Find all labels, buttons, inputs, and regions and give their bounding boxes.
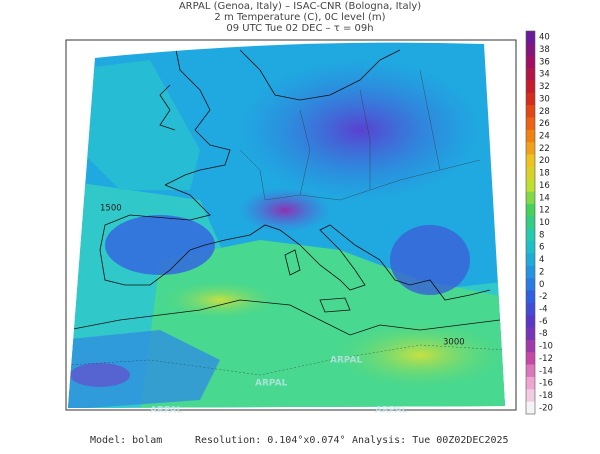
colorbar-label: 34 xyxy=(539,70,550,80)
colorbar-swatch xyxy=(526,315,535,328)
borders xyxy=(68,69,505,376)
title-line: ARPAL (Genoa, Italy) – ISAC-CNR (Bologna… xyxy=(179,1,421,12)
watermark: ARPAL xyxy=(330,356,363,366)
colorbar-label: 28 xyxy=(539,107,550,117)
colorbar-label: 30 xyxy=(539,94,550,104)
colorbar-label: 8 xyxy=(539,230,544,240)
colorbar-label: -4 xyxy=(539,304,547,314)
contour-label: 3000 xyxy=(443,338,465,348)
colorbar-swatch xyxy=(526,278,535,291)
colorbar-swatch xyxy=(526,43,535,57)
colorbar-swatch xyxy=(526,302,535,316)
colorbar-swatch xyxy=(526,352,535,365)
colorbar-swatch xyxy=(526,265,535,279)
colorbar-swatch xyxy=(526,117,535,131)
colorbar-label: -20 xyxy=(539,403,553,413)
colorbar-label: 36 xyxy=(539,57,550,67)
colorbar: 4038363432302826242220181614121086420-2-… xyxy=(525,30,553,415)
colorbar-swatch xyxy=(526,92,535,106)
contour-label: 1500 xyxy=(100,204,122,214)
watermark: ARPAL xyxy=(255,379,288,389)
colorbar-label: -18 xyxy=(539,391,553,401)
colorbar-label: 16 xyxy=(539,181,550,191)
colorbar-swatch xyxy=(526,179,535,192)
colorbar-label: -10 xyxy=(539,342,553,352)
colorbar-swatch xyxy=(526,241,535,254)
colorbar-label: -16 xyxy=(539,379,553,389)
colorbar-label: 2 xyxy=(539,267,544,277)
colorbar-label: 10 xyxy=(539,218,550,228)
colorbar-swatch xyxy=(526,228,535,242)
colorbar-swatch xyxy=(526,191,535,205)
map-frame xyxy=(65,39,517,411)
colorbar-label: -12 xyxy=(539,354,553,364)
colorbar-swatch xyxy=(526,401,535,415)
colorbar-swatch xyxy=(526,364,535,378)
colorbar-label: 20 xyxy=(539,156,550,166)
colorbar-label: 4 xyxy=(539,255,544,265)
colorbar-swatch xyxy=(526,203,535,217)
colorbar-swatch xyxy=(526,129,535,143)
colorbar-label: 12 xyxy=(539,206,550,216)
coastlines xyxy=(68,44,501,336)
colorbar-swatch xyxy=(526,376,535,390)
colorbar-swatch xyxy=(526,154,535,168)
colorbar-swatch xyxy=(526,290,535,304)
colorbar-label: -14 xyxy=(539,366,553,376)
title-line: 2 m Temperature (C), 0C level (m) xyxy=(214,12,385,23)
colorbar-label: -6 xyxy=(539,317,547,327)
colorbar-swatch xyxy=(526,166,535,180)
colorbar-swatch xyxy=(526,339,535,353)
colorbar-swatch xyxy=(526,142,535,155)
colorbar-swatch xyxy=(526,31,535,44)
watermark: ARPAL xyxy=(375,406,408,416)
footer-model: Model: bolam xyxy=(90,435,162,446)
colorbar-swatch xyxy=(526,68,535,81)
colorbar-swatch xyxy=(526,389,535,402)
colorbar-swatch xyxy=(526,327,535,341)
colorbar-border xyxy=(525,30,536,415)
colorbar-swatch xyxy=(526,216,535,229)
colorbar-label: 40 xyxy=(539,33,550,43)
watermark: ARPAL xyxy=(150,406,183,416)
colorbar-swatch xyxy=(526,105,535,118)
footer-resolution: Resolution: 0.104°x0.074° xyxy=(195,435,346,446)
colorbar-label: 18 xyxy=(539,169,550,179)
colorbar-swatch xyxy=(526,253,535,267)
colorbar-label: 0 xyxy=(539,280,544,290)
colorbar-label: 24 xyxy=(539,132,550,142)
colorbar-label: -2 xyxy=(539,292,547,302)
title-line: 09 UTC Tue 02 DEC – τ = 09h xyxy=(226,23,373,34)
colorbar-label: 32 xyxy=(539,82,550,92)
colorbar-label: 22 xyxy=(539,144,550,154)
footer-analysis: Analysis: Tue 00Z02DEC2025 xyxy=(352,435,509,446)
colorbar-label: 6 xyxy=(539,243,544,253)
colorbar-swatch xyxy=(526,80,535,94)
colorbar-label: -8 xyxy=(539,329,547,339)
colorbar-swatch xyxy=(526,55,535,69)
colorbar-label: 26 xyxy=(539,119,550,129)
temperature-field xyxy=(68,42,505,408)
colorbar-label: 14 xyxy=(539,193,550,203)
colorbar-label: 38 xyxy=(539,45,550,55)
